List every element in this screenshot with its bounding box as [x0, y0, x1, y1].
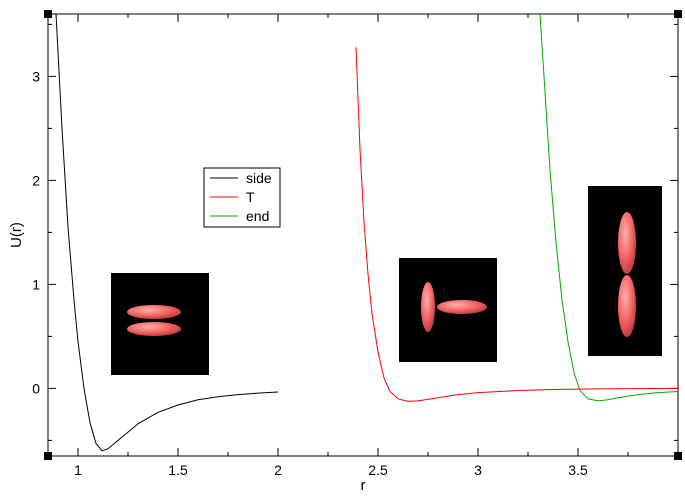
- legend-label-end: end: [246, 208, 269, 224]
- ellipsoid-icon: [421, 282, 435, 332]
- x-tick-label: 2: [274, 462, 282, 478]
- plot-frame: [47, 13, 679, 457]
- ellipsoid-icon: [437, 300, 487, 314]
- legend-label-side: side: [246, 170, 272, 186]
- x-axis-label: r: [361, 477, 366, 494]
- corner-handle-top-left[interactable]: [44, 10, 52, 18]
- corner-handle-bottom-left[interactable]: [44, 452, 52, 460]
- ellipsoid-icon: [127, 322, 181, 336]
- inset-end-configuration: [588, 186, 662, 356]
- x-tick-label: 2.5: [368, 462, 388, 478]
- ellipsoid-icon: [127, 305, 181, 319]
- axis-ticks: [48, 14, 678, 456]
- series-lines: [55, 14, 678, 452]
- legend: side T end: [203, 167, 281, 228]
- y-tick-label: 2: [32, 172, 40, 188]
- axis-tick-labels: 1 1.5 2 2.5 3 3.5 0 1 2 3: [32, 68, 588, 478]
- x-tick-label: 1: [74, 462, 82, 478]
- corner-handle-bottom-right[interactable]: [674, 452, 682, 460]
- x-tick-label: 1.5: [168, 462, 188, 478]
- x-tick-label: 3: [474, 462, 482, 478]
- inset-t-configuration: [399, 258, 497, 362]
- ellipsoid-icon: [618, 212, 636, 274]
- series-line-end: [539, 14, 678, 402]
- series-line-t: [355, 47, 678, 402]
- series-line-side: [55, 14, 279, 452]
- inset-side-configuration: [111, 273, 209, 375]
- y-axis-label: U(r): [8, 222, 25, 248]
- corner-handle-top-right[interactable]: [674, 10, 682, 18]
- legend-label-t: T: [246, 189, 255, 205]
- y-tick-label: 0: [32, 380, 40, 396]
- ellipsoid-icon: [618, 275, 636, 337]
- y-tick-label: 1: [32, 276, 40, 292]
- corner-handles[interactable]: [44, 10, 682, 460]
- y-tick-label: 3: [32, 68, 40, 84]
- x-tick-label: 3.5: [568, 462, 588, 478]
